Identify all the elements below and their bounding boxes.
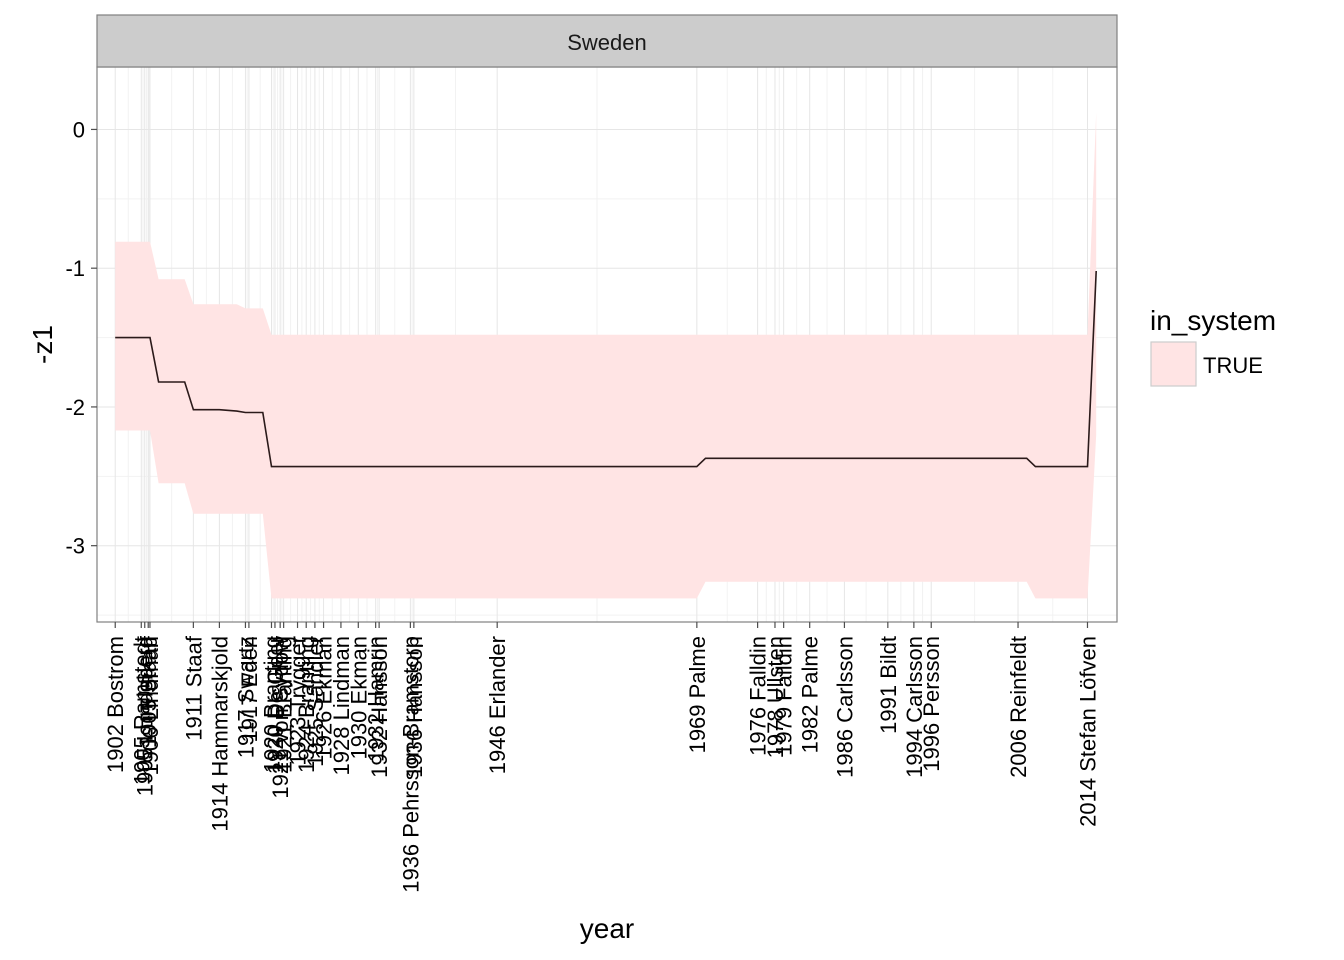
series-line <box>115 270 1097 468</box>
x-tick-label: 1978 Ullsten <box>763 636 788 758</box>
confidence-ribbon <box>115 112 1097 599</box>
legend-title: in_system <box>1150 305 1276 336</box>
legend-key-true <box>1150 341 1197 387</box>
x-tick-label: 1921 Branting <box>272 636 297 773</box>
data-layer <box>115 112 1097 599</box>
x-tick-label: 1905 Ramstedt <box>129 636 154 785</box>
x-tick-label: 1932 Hansson <box>367 636 392 778</box>
x-tick-label: 1932 Hamrin <box>364 636 389 762</box>
y-tick-label: -1 <box>65 256 85 281</box>
x-tick-label: 1917 Swartz <box>233 636 258 758</box>
x-tick-label: 1986 Carlsson <box>832 636 857 778</box>
y-tick-label: 0 <box>73 117 85 142</box>
x-tick-label: 2014 Stefan Löfven <box>1076 636 1101 827</box>
x-tick-label: 1914 Hammarskjold <box>207 636 232 832</box>
y-axis-title: -z1 <box>27 325 58 364</box>
x-tick-label: 1926 Ekman <box>312 636 337 760</box>
x-tick-label: 1930 Ekman <box>346 636 371 760</box>
x-tick-label: 1979 Falldin <box>772 636 797 756</box>
x-tick-label: 1925 Sandler <box>303 636 328 767</box>
strip-background <box>96 14 1118 68</box>
x-tick-label: 1996 Persson <box>919 636 944 772</box>
x-tick-label: 1902 Bostrom <box>103 636 128 773</box>
x-tick-label: 1923 Trygger <box>286 636 311 766</box>
y-axis: 0 -1 -2 -3 <box>65 117 97 559</box>
x-tick-label: 1976 Falldin <box>746 636 771 756</box>
x-tick-label: 1917 Eden <box>237 636 262 742</box>
x-tick-label: 1991 Bildt <box>876 636 901 734</box>
x-tick-label: 1911 Staaf <box>181 635 206 741</box>
strip-label: Sweden <box>567 30 647 55</box>
x-tick-label: 1982 Palme <box>798 636 823 753</box>
x-tick-label: 1921 von Sydow <box>268 636 293 799</box>
y-tick-label: -3 <box>65 534 85 559</box>
legend: in_system TRUE <box>1150 305 1276 387</box>
x-tick-label: 1905 Lundeberg <box>133 636 158 796</box>
x-tick-label: 1920 De Geer <box>263 636 288 774</box>
x-tick-label: 1946 Erlander <box>485 636 510 774</box>
y-tick-label: -2 <box>65 395 85 420</box>
x-tick-label: 1936 Hansson <box>402 636 427 778</box>
x-tick-label: 1994 Carlsson <box>902 636 927 778</box>
x-tick-label: 1924 Branting <box>294 636 319 773</box>
x-tick-label: 1920 Branting <box>260 636 285 773</box>
x-tick-label: 1936 Pehrsson-Bramstorp <box>398 636 423 893</box>
legend-label-true: TRUE <box>1203 353 1263 378</box>
x-tick-label: 1905 Staaff <box>136 635 161 748</box>
x-tick-label: 2006 Reinfeldt <box>1006 636 1031 778</box>
x-tick-label: 1928 Lindman <box>329 636 354 775</box>
x-tick-label: 1906 Lindman <box>138 636 163 775</box>
x-axis-title: year <box>580 913 634 944</box>
x-tick-label: 1969 Palme <box>685 636 710 753</box>
